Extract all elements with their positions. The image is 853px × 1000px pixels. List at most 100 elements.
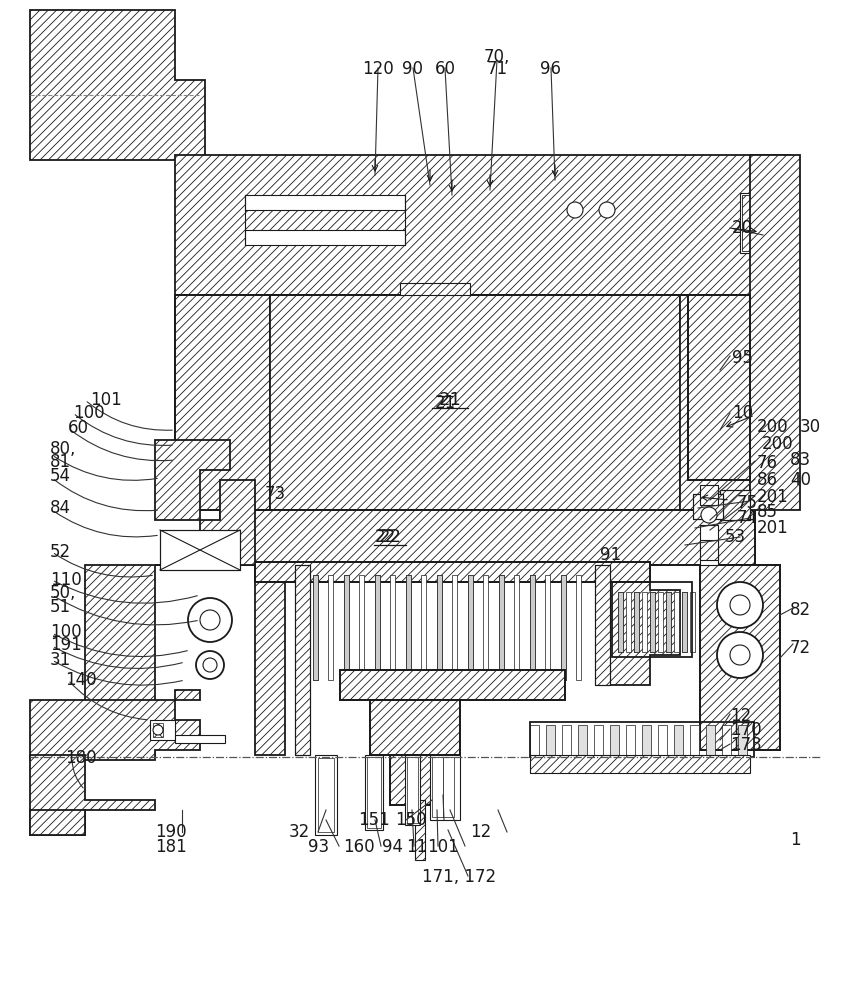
Text: 74: 74 <box>736 509 757 527</box>
Circle shape <box>717 632 762 678</box>
Bar <box>328 575 334 680</box>
Polygon shape <box>609 565 679 685</box>
Bar <box>245 230 404 245</box>
Bar <box>657 592 662 652</box>
Bar <box>369 700 460 755</box>
Text: 12: 12 <box>469 823 490 841</box>
Text: 151: 151 <box>357 811 389 829</box>
Bar <box>560 575 566 680</box>
Text: 60: 60 <box>68 419 89 437</box>
Bar <box>374 575 380 680</box>
Circle shape <box>598 202 614 218</box>
Polygon shape <box>255 565 285 755</box>
Bar <box>364 755 382 830</box>
Text: 12: 12 <box>729 707 751 725</box>
Bar <box>719 490 749 520</box>
Text: 171, 172: 171, 172 <box>421 868 496 886</box>
Bar <box>405 575 410 680</box>
Text: 80,: 80, <box>50 440 76 458</box>
Text: 83: 83 <box>789 451 810 469</box>
Bar <box>692 494 722 519</box>
Bar <box>594 725 602 757</box>
Circle shape <box>188 598 232 642</box>
Bar <box>682 592 686 652</box>
Circle shape <box>700 507 717 523</box>
Text: 81: 81 <box>50 453 71 471</box>
Bar <box>483 575 488 680</box>
Bar <box>390 755 444 805</box>
Bar <box>530 722 753 757</box>
Bar <box>618 592 623 652</box>
Bar <box>369 700 460 755</box>
Circle shape <box>153 725 163 735</box>
Bar <box>633 592 638 652</box>
Bar <box>405 575 410 680</box>
Text: 101: 101 <box>90 391 122 409</box>
Bar <box>367 757 380 828</box>
Text: 85: 85 <box>756 503 777 521</box>
Text: 40: 40 <box>789 471 810 489</box>
Bar <box>741 195 762 251</box>
Bar <box>633 592 638 652</box>
Bar <box>220 510 754 565</box>
Bar <box>498 575 503 680</box>
Text: 93: 93 <box>308 838 328 856</box>
Bar <box>560 575 566 680</box>
Bar <box>160 530 240 570</box>
Bar <box>359 575 364 680</box>
Bar <box>175 295 749 510</box>
Bar <box>344 575 349 680</box>
Bar <box>467 575 473 680</box>
Text: 22: 22 <box>374 528 395 546</box>
Text: 100: 100 <box>73 404 105 422</box>
Bar <box>719 490 749 520</box>
Text: 22: 22 <box>378 528 401 546</box>
Bar <box>692 494 722 519</box>
Bar <box>530 755 749 773</box>
Text: 54: 54 <box>50 467 71 485</box>
Text: 70,: 70, <box>484 48 509 66</box>
Bar <box>545 575 550 680</box>
Bar <box>315 755 337 835</box>
Bar <box>530 575 534 680</box>
Bar <box>561 725 571 757</box>
Text: 50,: 50, <box>50 584 76 602</box>
Text: 31: 31 <box>50 651 71 669</box>
Text: 110: 110 <box>50 571 82 589</box>
Bar <box>705 725 714 757</box>
Text: 190: 190 <box>154 823 187 841</box>
Bar <box>245 195 404 210</box>
Text: 90: 90 <box>402 60 423 78</box>
Bar <box>673 592 678 652</box>
Polygon shape <box>30 755 154 835</box>
Text: 82: 82 <box>789 601 810 619</box>
Bar <box>498 575 503 680</box>
Circle shape <box>566 202 583 218</box>
Bar <box>150 720 175 740</box>
Text: 173: 173 <box>729 736 761 754</box>
Text: 140: 140 <box>65 671 96 689</box>
Bar <box>390 575 395 680</box>
Bar <box>699 540 717 560</box>
Text: 86: 86 <box>756 471 777 489</box>
Text: 170: 170 <box>729 721 761 739</box>
Bar <box>175 295 270 510</box>
Bar <box>399 283 469 295</box>
Bar <box>740 193 764 253</box>
Bar <box>641 592 647 652</box>
Bar <box>294 565 310 755</box>
Text: 32: 32 <box>288 823 310 841</box>
Text: 91: 91 <box>600 546 620 564</box>
Text: 96: 96 <box>540 60 560 78</box>
Text: 200: 200 <box>761 435 792 453</box>
Text: 120: 120 <box>362 60 393 78</box>
Text: 21: 21 <box>434 394 456 412</box>
Text: 84: 84 <box>50 499 71 517</box>
Bar <box>175 735 224 743</box>
Polygon shape <box>85 565 154 755</box>
Polygon shape <box>30 10 205 160</box>
Bar <box>688 295 749 480</box>
Circle shape <box>717 582 762 628</box>
Text: 10: 10 <box>731 404 752 422</box>
Text: 53: 53 <box>724 528 746 546</box>
